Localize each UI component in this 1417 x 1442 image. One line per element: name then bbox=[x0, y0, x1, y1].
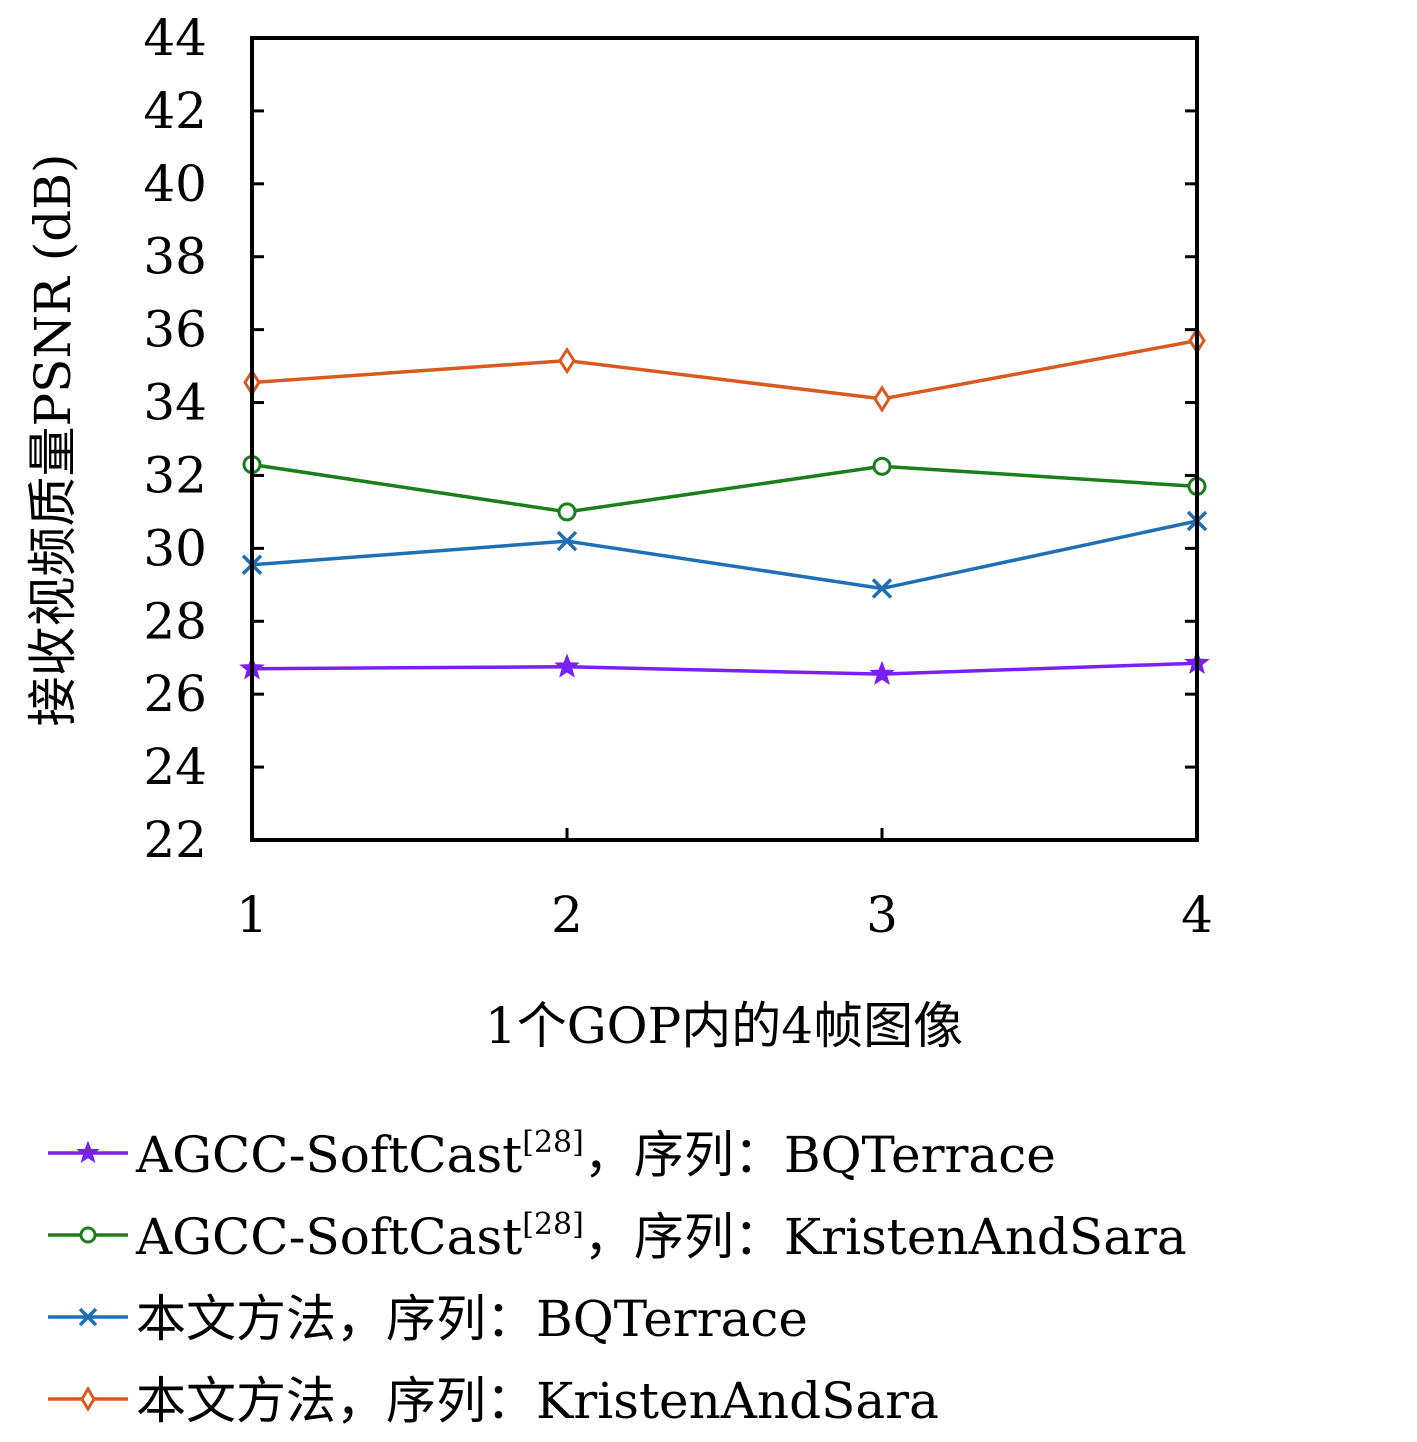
legend-item: AGCC-SoftCast[28]，序列：KristenAndSara bbox=[48, 1207, 1187, 1266]
data-point-star bbox=[76, 1140, 100, 1164]
legend-label: 本文方法，序列：KristenAndSara bbox=[136, 1372, 939, 1430]
y-tick-label: 38 bbox=[143, 228, 207, 286]
data-point-circle bbox=[557, 502, 577, 522]
data-point-diamond bbox=[873, 385, 891, 413]
y-tick-label: 44 bbox=[143, 9, 207, 67]
y-tick-label: 22 bbox=[143, 811, 207, 869]
data-point-circle bbox=[79, 1226, 97, 1244]
x-tick-label: 3 bbox=[866, 886, 898, 944]
legend-label-rest: ，序列：KristenAndSara bbox=[584, 1208, 1187, 1266]
legend-label: AGCC-SoftCast[28]，序列：KristenAndSara bbox=[135, 1207, 1187, 1266]
x-tick-label: 2 bbox=[551, 886, 583, 944]
series-line bbox=[251, 661, 1198, 676]
series-circle bbox=[242, 455, 1207, 522]
legend: AGCC-SoftCast[28]，序列：BQTerraceAGCC-SoftC… bbox=[48, 1125, 1187, 1430]
legend-label-citation: [28] bbox=[522, 1207, 584, 1242]
data-point-star bbox=[869, 660, 895, 685]
data-point-x bbox=[871, 578, 893, 599]
legend-label-main: AGCC-SoftCast bbox=[135, 1208, 522, 1266]
y-tick-label: 26 bbox=[143, 665, 207, 723]
data-point-circle bbox=[872, 456, 892, 476]
series-line bbox=[251, 462, 1198, 514]
series-diamond bbox=[243, 326, 1206, 413]
plot-area bbox=[239, 326, 1210, 685]
legend-label-main: 本文方法，序列：KristenAndSara bbox=[136, 1372, 939, 1430]
x-axis-title: 1个GOP内的4帧图像 bbox=[485, 997, 963, 1055]
series-x bbox=[241, 510, 1208, 599]
data-point-diamond bbox=[80, 1386, 96, 1412]
y-tick-label: 42 bbox=[143, 82, 207, 140]
legend-item: 本文方法，序列：KristenAndSara bbox=[48, 1372, 939, 1430]
y-tick-label: 36 bbox=[143, 301, 207, 359]
series-line bbox=[251, 338, 1198, 401]
legend-label-citation: [28] bbox=[522, 1125, 584, 1160]
plot-frame bbox=[250, 36, 1199, 842]
data-point-diamond bbox=[558, 346, 576, 375]
x-tick-label: 1 bbox=[236, 886, 268, 944]
legend-item: AGCC-SoftCast[28]，序列：BQTerrace bbox=[48, 1125, 1056, 1184]
legend-label: 本文方法，序列：BQTerrace bbox=[136, 1290, 808, 1348]
y-axis-title: 接收视频质量PSNR (dB) bbox=[24, 154, 82, 727]
series-line bbox=[251, 519, 1198, 591]
data-point-x bbox=[556, 530, 578, 552]
legend-label-main: 本文方法，序列：BQTerrace bbox=[136, 1290, 808, 1348]
data-point-x bbox=[78, 1307, 98, 1327]
y-tick-label: 30 bbox=[143, 519, 207, 577]
legend-label-rest: ，序列：BQTerrace bbox=[584, 1126, 1056, 1184]
legend-label-main: AGCC-SoftCast bbox=[135, 1126, 522, 1184]
data-point-star bbox=[554, 653, 580, 678]
y-tick-label: 24 bbox=[143, 738, 207, 796]
y-tick-label: 28 bbox=[143, 592, 207, 650]
legend-item: 本文方法，序列：BQTerrace bbox=[48, 1290, 808, 1348]
x-tick-label: 4 bbox=[1181, 886, 1213, 944]
series-star bbox=[239, 649, 1210, 685]
legend-label: AGCC-SoftCast[28]，序列：BQTerrace bbox=[135, 1125, 1056, 1184]
y-tick-label: 40 bbox=[143, 155, 207, 213]
y-tick-label: 34 bbox=[143, 374, 207, 432]
y-tick-label: 32 bbox=[143, 446, 207, 504]
